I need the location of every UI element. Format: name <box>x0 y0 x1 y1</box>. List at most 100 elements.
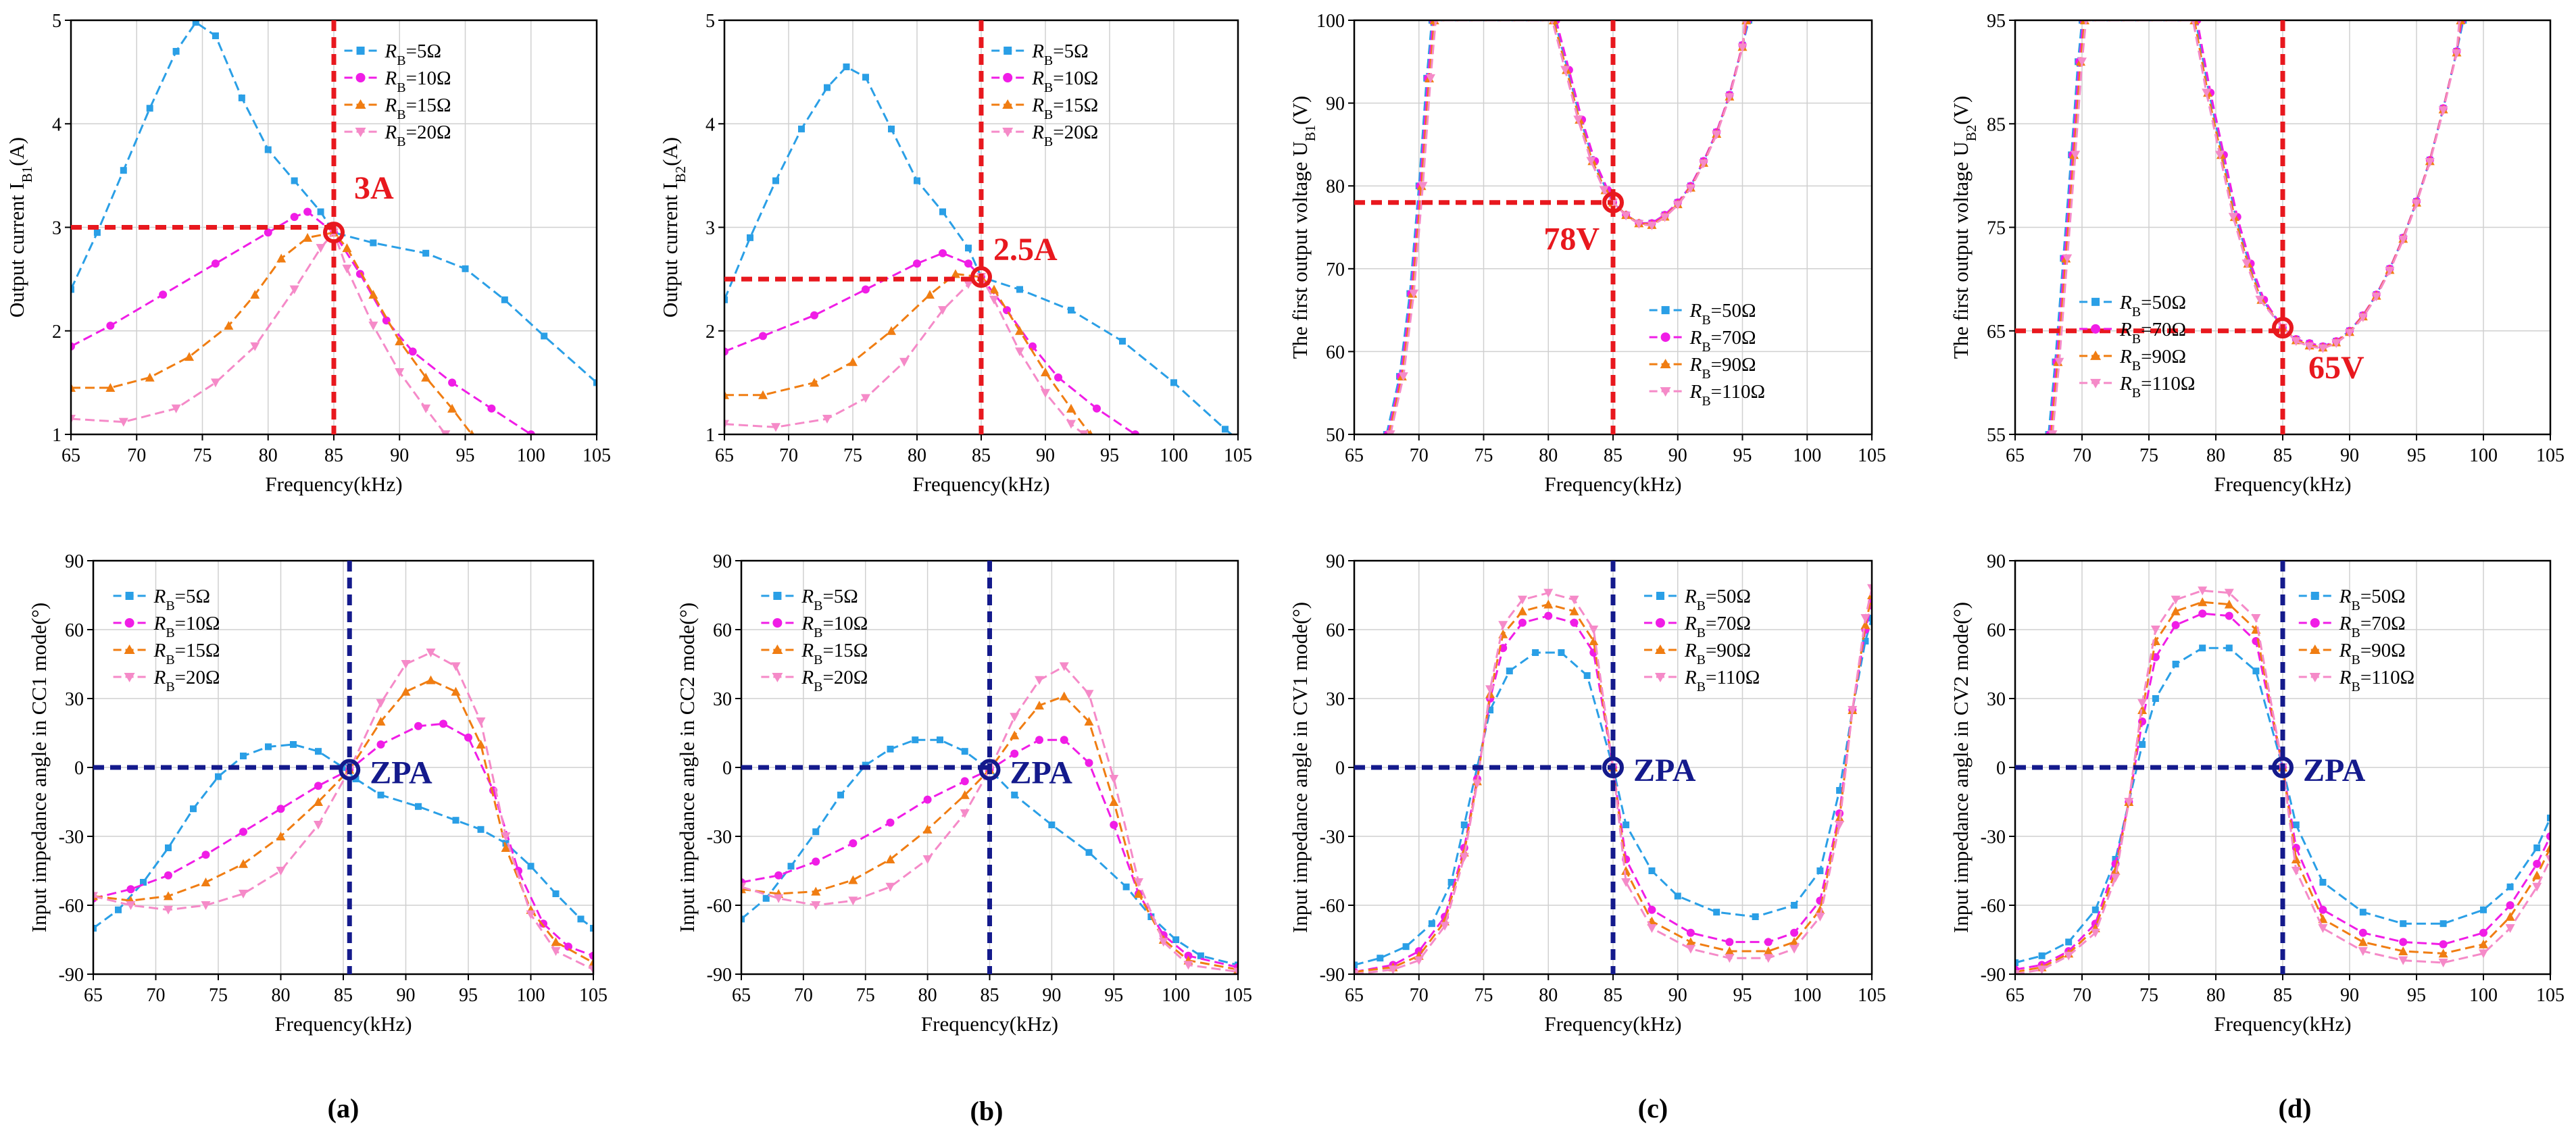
x-tick-label: 85 <box>2273 985 2292 1006</box>
x-tick-label: 85 <box>2273 445 2292 466</box>
x-tick-label: 100 <box>2469 445 2498 466</box>
data-point <box>526 430 535 434</box>
data-point <box>1011 791 1018 799</box>
data-point <box>2228 213 2238 222</box>
data-point <box>552 890 560 897</box>
y-tick-label: 70 <box>1326 259 1345 280</box>
legend-swatch-marker <box>1003 73 1013 82</box>
data-point <box>899 357 909 367</box>
x-tick-label: 80 <box>1539 445 1558 466</box>
legend-label: RB=110Ω <box>1684 667 1760 694</box>
data-point <box>2225 644 2233 652</box>
data-point <box>1867 584 1872 593</box>
data-point <box>1558 649 1565 656</box>
data-point <box>1059 691 1069 701</box>
x-tick-label: 75 <box>856 985 875 1006</box>
data-point <box>2171 621 2180 630</box>
legend-swatch-marker <box>355 99 366 109</box>
data-point <box>1848 706 1858 715</box>
annotation-label: ZPA <box>2303 753 2366 788</box>
ticks: 65 70 75 80 85 90 95 100 105 -90 -60 -30 0 30 60 90 <box>1981 551 2565 1006</box>
data-point <box>2150 626 2160 634</box>
data-point <box>937 736 943 744</box>
data-point <box>250 342 260 351</box>
legend-label: RB=20Ω <box>153 667 220 694</box>
x-tick-label: 70 <box>779 445 798 466</box>
data-point <box>164 905 173 915</box>
legend-item: RB=50Ω <box>1643 586 1751 613</box>
data-point <box>315 748 322 755</box>
y-tick-label: 75 <box>1987 218 2006 239</box>
x-tick-label: 80 <box>1539 985 1558 1006</box>
y-tick-label: -60 <box>707 896 732 917</box>
data-point <box>276 805 285 813</box>
y-tick-label: 90 <box>1987 551 2006 572</box>
data-point <box>93 892 98 901</box>
data-point <box>1621 866 1631 875</box>
data-point <box>1623 821 1630 828</box>
data-point <box>1532 649 1539 656</box>
data-point <box>2505 924 2515 933</box>
data-point <box>762 894 770 902</box>
legend-swatch-marker <box>1004 47 1012 55</box>
y-tick-label: -30 <box>1981 827 2006 848</box>
data-point <box>2198 597 2208 607</box>
legend-swatch-marker <box>124 644 135 654</box>
x-tick-label: 90 <box>2340 985 2359 1006</box>
panel-label-b: (b) <box>970 1096 1004 1126</box>
data-point <box>2505 912 2515 921</box>
y-tick-label: 0 <box>1996 758 2006 779</box>
data-point <box>1648 905 1656 914</box>
y-tick-label: 65 <box>1987 322 2006 343</box>
operating-point-marker <box>339 759 361 781</box>
data-point <box>2456 20 2462 25</box>
data-point <box>164 871 172 880</box>
x-tick-label: 70 <box>1410 445 1429 466</box>
data-point <box>477 826 485 833</box>
data-point <box>1093 404 1101 413</box>
x-axis-label: Frequency(kHz) <box>912 472 1049 496</box>
x-tick-label: 100 <box>1793 445 1821 466</box>
x-tick-label: 100 <box>2469 985 2498 1006</box>
legend-item: RB=15Ω <box>991 95 1098 122</box>
y-tick-label: 0 <box>722 758 732 779</box>
data-point <box>1518 618 1527 627</box>
data-point <box>2345 328 2354 338</box>
operating-point-marker <box>2272 317 2294 339</box>
legend-item: RB=70Ω <box>2079 319 2186 347</box>
x-tick-label: 95 <box>2407 985 2426 1006</box>
panel-label-c: (c) <box>1638 1093 1668 1123</box>
x-tick-label: 65 <box>715 445 734 466</box>
data-point <box>1647 924 1657 933</box>
y-axis-label: The first output voltage UB1(V) <box>1288 96 1318 359</box>
legend-label: RB=10Ω <box>385 68 451 95</box>
y-tick-label: 2 <box>705 322 715 343</box>
data-point <box>290 213 299 222</box>
x-tick-label: 80 <box>918 985 937 1006</box>
data-point <box>314 821 323 830</box>
data-point <box>1016 286 1023 293</box>
data-point <box>2359 909 2367 916</box>
legend-item: RB=20Ω <box>991 122 1098 149</box>
chart-7: 65 70 75 80 85 90 95 100 105 -90 -60 -30 0 30 60 90 Freq… <box>1288 551 1886 1036</box>
data-point <box>2438 106 2448 116</box>
x-tick-label: 65 <box>2006 445 2025 466</box>
data-point <box>1170 379 1177 386</box>
data-point <box>2398 235 2408 245</box>
x-tick-label: 85 <box>324 445 343 466</box>
legend-label: RB=15Ω <box>153 640 220 667</box>
legend-item: RB=90Ω <box>1643 640 1751 667</box>
data-point <box>159 290 168 299</box>
x-tick-label: 105 <box>1858 445 1886 466</box>
x-tick-label: 100 <box>1793 985 1821 1006</box>
data-point <box>2038 952 2046 959</box>
series-line-3 <box>724 272 1091 434</box>
legend-label: RB=15Ω <box>801 640 868 667</box>
series-line-1 <box>724 66 1233 434</box>
data-point <box>787 863 795 870</box>
data-point <box>961 748 968 755</box>
data-point <box>317 208 324 216</box>
